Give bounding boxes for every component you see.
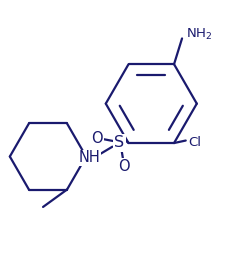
Text: NH$_2$: NH$_2$ bbox=[186, 27, 212, 42]
Text: NH: NH bbox=[79, 150, 101, 165]
Text: O: O bbox=[91, 131, 103, 146]
Text: O: O bbox=[118, 159, 130, 174]
Text: S: S bbox=[114, 135, 124, 150]
Text: Cl: Cl bbox=[188, 136, 201, 150]
